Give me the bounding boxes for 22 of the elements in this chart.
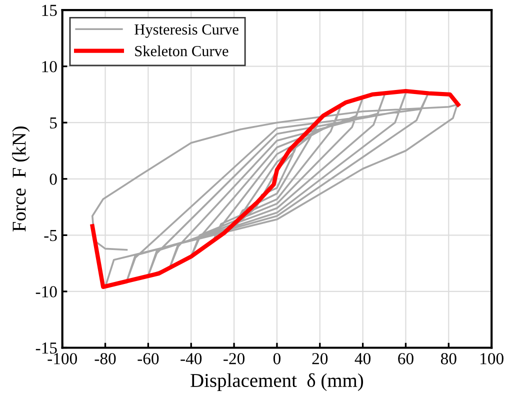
- x-tick-label: 20: [312, 353, 328, 364]
- x-axis-title: Displacement δ (mm): [190, 373, 364, 391]
- y-tick-label: 10: [42, 61, 57, 72]
- x-tick-label: 60: [398, 353, 414, 364]
- legend-label: Hysteresis Curve: [134, 24, 238, 38]
- legend-label: Skeleton Curve: [135, 46, 228, 56]
- x-tick-label: -80: [94, 353, 116, 364]
- x-tick-label: 80: [440, 353, 456, 364]
- x-tick-label: 0: [273, 353, 280, 364]
- y-axis-title: Force F (kN): [12, 126, 30, 232]
- x-tick-label: -20: [224, 353, 245, 364]
- x-tick-label: -60: [138, 353, 159, 364]
- y-tick-label: 0: [50, 174, 57, 185]
- y-tick-label: -15: [36, 342, 57, 354]
- y-tick-label: 15: [42, 4, 57, 16]
- x-tick-label: -40: [180, 353, 202, 364]
- y-tick-label: -10: [36, 286, 57, 298]
- x-tick-label: 100: [480, 353, 504, 364]
- y-tick-label: -5: [44, 230, 57, 242]
- x-tick-label: -100: [48, 353, 77, 364]
- x-tick-label: 40: [354, 353, 371, 364]
- y-tick-label: 5: [50, 117, 57, 129]
